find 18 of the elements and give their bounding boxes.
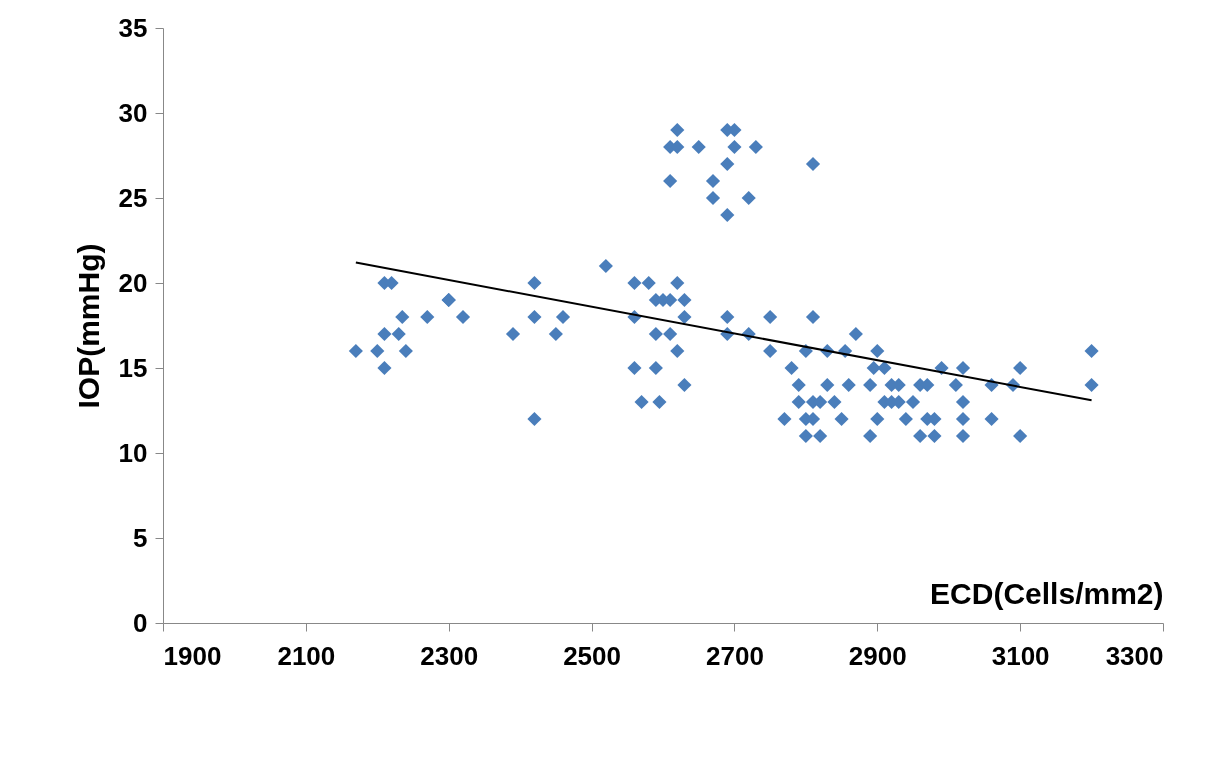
x-tick-label: 1900 — [163, 640, 222, 671]
x-tick-label: 2500 — [563, 640, 621, 671]
x-tick-label: 2100 — [277, 640, 336, 671]
x-tick-label: 3100 — [991, 640, 1050, 671]
x-tick-label: 2700 — [706, 640, 764, 671]
y-tick-label: 5 — [133, 522, 148, 553]
y-tick-label: 15 — [118, 352, 148, 383]
y-tick-label: 35 — [118, 12, 148, 43]
x-axis-title: ECD(Cells/mm2) — [930, 576, 1164, 610]
y-tick-label: 25 — [118, 182, 148, 213]
y-tick-label: 20 — [118, 267, 148, 298]
y-axis-title: IOP(mmHg) — [71, 243, 105, 409]
y-tick-label: 0 — [133, 607, 148, 638]
x-tick-label: 2900 — [848, 640, 907, 671]
y-tick-label: 30 — [118, 97, 148, 128]
x-tick-label: 3300 — [1105, 640, 1164, 671]
x-tick-label: 2300 — [420, 640, 479, 671]
y-tick-label: 10 — [118, 437, 148, 468]
